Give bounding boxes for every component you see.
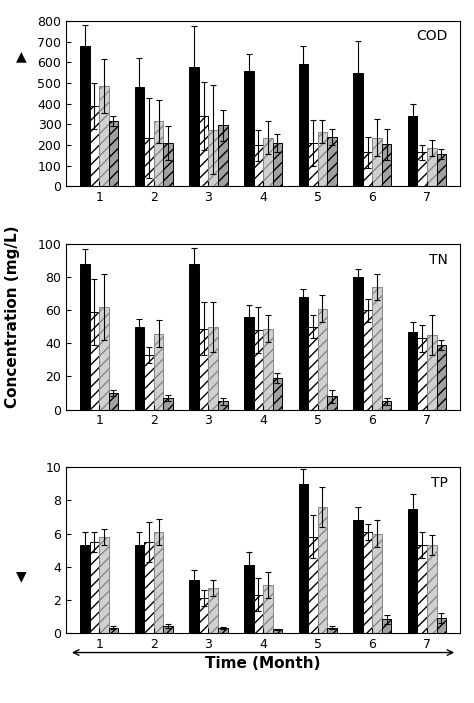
Bar [437, 345, 446, 410]
Bar [408, 509, 418, 633]
Bar [109, 393, 118, 410]
Bar [209, 588, 218, 633]
Bar [363, 153, 373, 186]
Bar [382, 619, 392, 633]
Bar [164, 626, 173, 633]
Bar [408, 116, 418, 186]
Bar [327, 628, 337, 633]
Bar [299, 297, 308, 410]
Bar [189, 67, 199, 186]
Bar [164, 398, 173, 410]
Bar [199, 328, 209, 410]
Bar [308, 143, 318, 186]
Bar [99, 307, 109, 410]
Bar [299, 65, 308, 186]
Bar [263, 585, 273, 633]
Bar [254, 330, 263, 410]
Bar [353, 277, 363, 410]
Bar [418, 153, 427, 186]
Bar [327, 396, 337, 410]
Bar [154, 532, 164, 633]
Bar [373, 534, 382, 633]
Bar [263, 138, 273, 186]
Bar [244, 71, 254, 186]
Bar [90, 106, 99, 186]
Bar [99, 86, 109, 186]
Bar [353, 520, 363, 633]
Bar [218, 628, 228, 633]
Bar [308, 537, 318, 633]
Bar [437, 618, 446, 633]
Bar [244, 565, 254, 633]
Bar [437, 154, 446, 186]
X-axis label: Time (Month): Time (Month) [205, 656, 321, 671]
Bar [199, 598, 209, 633]
Bar [189, 580, 199, 633]
Bar [273, 378, 282, 410]
Bar [135, 87, 144, 186]
Bar [254, 595, 263, 633]
Bar [90, 542, 99, 633]
Bar [327, 137, 337, 186]
Bar [99, 537, 109, 633]
Bar [218, 401, 228, 410]
Bar [135, 327, 144, 410]
Bar [427, 545, 437, 633]
Bar [109, 122, 118, 186]
Bar [80, 264, 90, 410]
Text: TN: TN [429, 252, 448, 266]
Bar [373, 288, 382, 410]
Bar [363, 310, 373, 410]
Bar [144, 355, 154, 410]
Text: TP: TP [431, 476, 448, 490]
Bar [144, 138, 154, 186]
Bar [427, 335, 437, 410]
Bar [199, 116, 209, 186]
Bar [318, 131, 327, 186]
Bar [244, 317, 254, 410]
Bar [218, 125, 228, 186]
Bar [109, 628, 118, 633]
Bar [164, 143, 173, 186]
Text: COD: COD [417, 30, 448, 44]
Bar [80, 46, 90, 186]
Bar [263, 328, 273, 410]
Bar [318, 309, 327, 410]
Bar [408, 332, 418, 410]
Bar [144, 542, 154, 633]
Bar [418, 338, 427, 410]
Bar [273, 629, 282, 633]
Bar [353, 72, 363, 186]
Bar [90, 312, 99, 410]
Bar [418, 545, 427, 633]
Bar [135, 545, 144, 633]
Bar [254, 145, 263, 186]
Text: Concentration (mg/L): Concentration (mg/L) [5, 225, 20, 408]
Text: ▲: ▲ [16, 49, 27, 63]
Bar [209, 327, 218, 410]
Text: ▼: ▼ [16, 569, 27, 583]
Bar [318, 507, 327, 633]
Bar [209, 129, 218, 186]
Bar [373, 138, 382, 186]
Bar [299, 484, 308, 633]
Bar [382, 144, 392, 186]
Bar [363, 532, 373, 633]
Bar [154, 122, 164, 186]
Bar [382, 401, 392, 410]
Bar [80, 545, 90, 633]
Bar [154, 333, 164, 410]
Bar [189, 264, 199, 410]
Bar [308, 327, 318, 410]
Bar [273, 143, 282, 186]
Bar [427, 148, 437, 186]
